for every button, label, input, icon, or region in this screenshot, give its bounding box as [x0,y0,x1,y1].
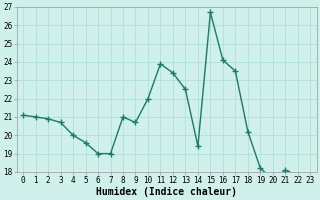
X-axis label: Humidex (Indice chaleur): Humidex (Indice chaleur) [96,186,237,197]
